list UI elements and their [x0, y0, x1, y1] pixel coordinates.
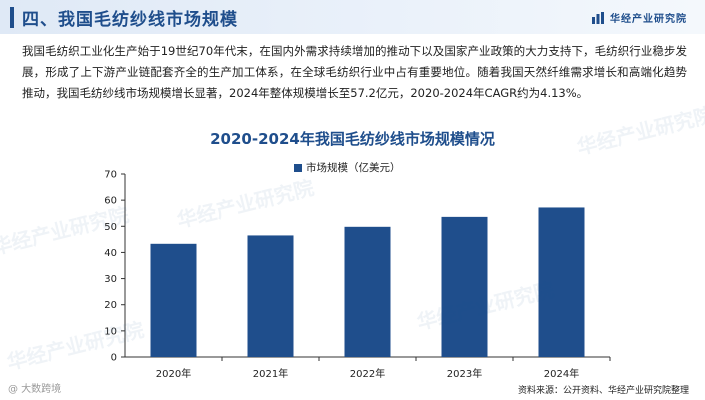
brand: 华经产业研究院 — [592, 10, 687, 25]
bar — [150, 243, 197, 357]
chart-title: 2020-2024年我国毛纺纱线市场规模情况 — [210, 130, 495, 148]
y-tick-label: 70 — [104, 170, 117, 181]
header-banner: 四、我国毛纺纱线市场规模 华经产业研究院 — [0, 0, 705, 34]
x-tick-label: 2020年 — [156, 367, 191, 380]
bar — [441, 216, 488, 357]
corner-watermark: @ 大数跨境 — [8, 384, 62, 395]
y-tick-label: 40 — [104, 248, 117, 259]
x-tick-label: 2024年 — [544, 367, 579, 380]
x-tick-label: 2023年 — [447, 367, 482, 380]
bar — [247, 235, 294, 357]
y-tick-label: 30 — [104, 274, 117, 285]
bar — [538, 207, 585, 357]
y-tick-label: 50 — [104, 222, 117, 233]
y-tick-label: 10 — [104, 326, 117, 337]
header-accent-bar — [10, 7, 14, 28]
y-tick-label: 20 — [104, 300, 117, 311]
y-tick-label: 0 — [111, 353, 117, 364]
x-tick-label: 2022年 — [350, 367, 385, 380]
legend-swatch — [294, 163, 302, 172]
bar — [344, 226, 391, 357]
x-tick-label: 2021年 — [253, 367, 288, 380]
chart-legend: 市场规模（亿美元） — [294, 160, 401, 175]
source-note: 资料来源：公开资料、华经产业研究院整理 — [517, 386, 689, 396]
legend-label: 市场规模（亿美元） — [306, 162, 401, 174]
intro-paragraph: 我国毛纺织工业化生产始于19世纪70年代末，在国内外需求持续增加的推动下以及国家… — [22, 44, 687, 100]
bar-logo-icon — [592, 11, 604, 24]
page-title: 四、我国毛纺纱线市场规模 — [22, 10, 238, 30]
y-tick-label: 60 — [104, 196, 117, 207]
brand-name: 华经产业研究院 — [610, 14, 687, 25]
